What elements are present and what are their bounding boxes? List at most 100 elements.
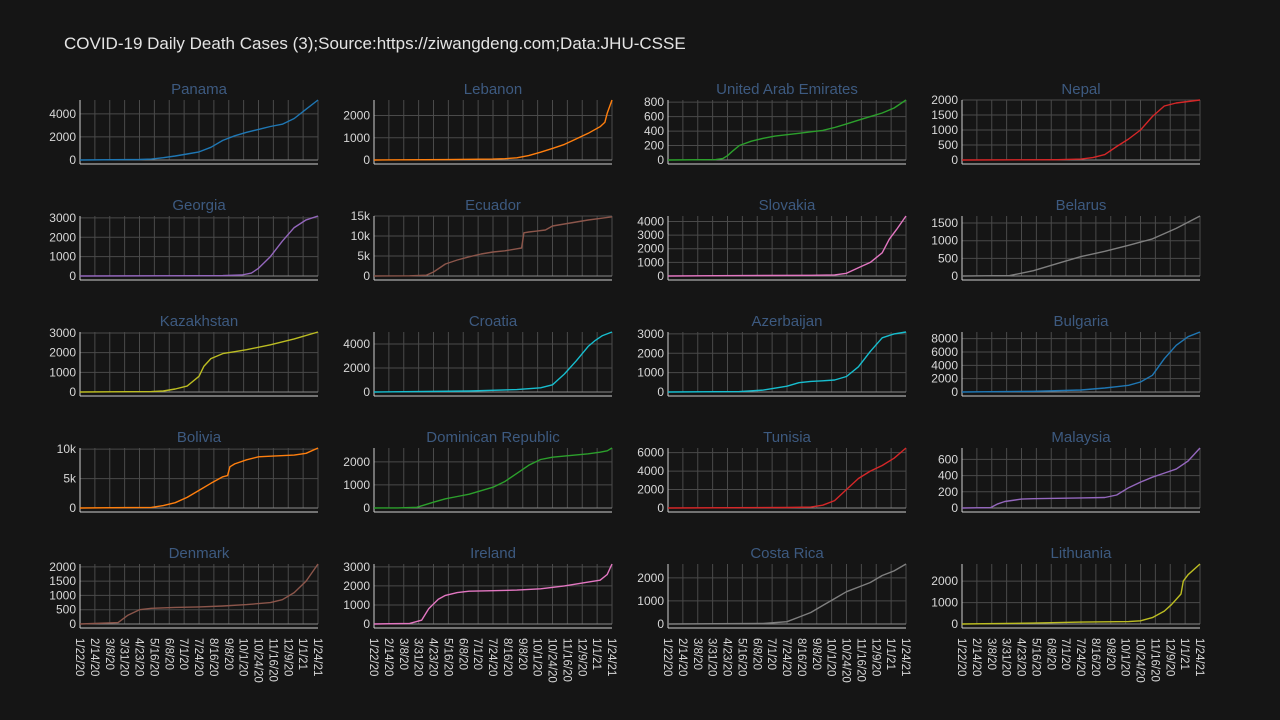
y-tick-label: 3000 (637, 228, 664, 242)
x-tick-label: 2/14/20 (970, 638, 982, 676)
y-tick-label: 5k (357, 249, 371, 263)
x-tick-label: 7/1/20 (1059, 638, 1071, 670)
y-tick-label: 0 (363, 501, 370, 515)
y-tick-label: 0 (657, 385, 664, 399)
y-tick-label: 0 (657, 617, 664, 631)
x-tick-label: 2/14/20 (88, 638, 100, 676)
y-tick-label: 2000 (343, 361, 370, 375)
series-line (79, 447, 319, 509)
y-tick-label: 3000 (49, 211, 76, 225)
x-tick-label: 3/31/20 (706, 638, 718, 676)
y-tick-label: 400 (938, 469, 958, 483)
x-tick-label: 10/24/20 (546, 638, 558, 683)
subplot-title: Costa Rica (750, 545, 824, 562)
figure-title: COVID-19 Daily Death Cases (3);Source:ht… (64, 34, 686, 53)
x-tick-label: 7/24/20 (486, 638, 498, 676)
series-line (373, 99, 613, 161)
series-line (961, 99, 1201, 161)
y-tick-label: 400 (644, 124, 664, 138)
subplot-dominican-republic: 0 1000 2000 Dominican Republic (343, 429, 613, 515)
y-tick-label: 2000 (49, 346, 76, 360)
y-tick-label: 600 (938, 452, 958, 466)
x-tick-label: 10/1/20 (1119, 638, 1131, 676)
y-tick-label: 6000 (637, 446, 664, 460)
x-tick-label: 3/8/20 (397, 638, 409, 670)
subplot-title: Georgia (172, 197, 226, 214)
y-tick-label: 4000 (931, 358, 958, 372)
y-tick-label: 0 (69, 617, 76, 631)
x-tick-label: 10/24/20 (840, 638, 852, 683)
subplot-title: Belarus (1056, 197, 1107, 214)
y-tick-label: 2000 (343, 579, 370, 593)
x-tick-label: 8/16/20 (207, 638, 219, 676)
x-tick-label: 7/24/20 (1074, 638, 1086, 676)
y-tick-label: 0 (951, 269, 958, 283)
y-tick-label: 0 (657, 153, 664, 167)
subplot-croatia: 0 2000 4000 Croatia (343, 313, 613, 399)
y-tick-label: 3000 (49, 326, 76, 340)
subplot-title: Lithuania (1051, 545, 1113, 562)
x-tick-label: 12/9/20 (869, 638, 881, 676)
subplot-malaysia: 0 200 400 600 Malaysia (938, 429, 1201, 515)
y-tick-label: 1000 (343, 478, 370, 492)
y-tick-label: 0 (363, 153, 370, 167)
y-tick-label: 1000 (49, 588, 76, 602)
x-tick-label: 7/1/20 (471, 638, 483, 670)
x-tick-label: 12/9/20 (575, 638, 587, 676)
y-tick-label: 4000 (637, 464, 664, 478)
subplot-title: Panama (171, 81, 228, 98)
y-tick-label: 1500 (931, 108, 958, 122)
y-tick-label: 0 (951, 385, 958, 399)
y-tick-label: 4000 (637, 214, 664, 228)
x-tick-label: 1/22/20 (661, 638, 673, 676)
subplot-ireland: 0 1000 2000 3000 Ireland 1/22/20 2/14/20 3/8/20… (343, 545, 617, 683)
subplot-title: Slovakia (759, 197, 816, 214)
y-tick-label: 1000 (49, 365, 76, 379)
y-tick-label: 5k (63, 472, 77, 486)
y-tick-label: 0 (363, 385, 370, 399)
x-tick-label: 12/9/20 (1163, 638, 1175, 676)
y-tick-label: 8000 (931, 332, 958, 346)
x-tick-label: 6/8/20 (162, 638, 174, 670)
y-tick-label: 2000 (343, 109, 370, 123)
x-tick-label: 8/16/20 (795, 638, 807, 676)
series-line (79, 215, 319, 277)
y-tick-label: 1500 (931, 216, 958, 230)
subplot-kazakhstan: 0 1000 2000 3000 Kazakhstan (49, 313, 319, 399)
series-line (667, 215, 907, 277)
x-tick-label: 9/8/20 (1104, 638, 1116, 670)
x-tick-label: 7/24/20 (780, 638, 792, 676)
x-tick-label: 12/9/20 (281, 638, 293, 676)
subplot-title: United Arab Emirates (716, 81, 858, 98)
y-tick-label: 800 (644, 95, 664, 109)
y-tick-label: 2000 (931, 574, 958, 588)
subplot-tunisia: 0 2000 4000 6000 Tunisia (637, 429, 907, 515)
y-tick-label: 200 (938, 485, 958, 499)
x-tick-label: 3/31/20 (412, 638, 424, 676)
y-tick-label: 2000 (49, 230, 76, 244)
series-line (79, 99, 319, 161)
x-tick-label: 1/22/20 (367, 638, 379, 676)
subplot-lithuania: 0 1000 2000 Lithuania 1/22/20 2/14/20 3/8/20 3/… (931, 545, 1205, 683)
x-tick-label: 3/31/20 (118, 638, 130, 676)
y-tick-label: 0 (657, 269, 664, 283)
y-tick-label: 4000 (49, 107, 76, 121)
x-tick-label: 1/1/21 (296, 638, 308, 670)
y-tick-label: 3000 (343, 560, 370, 574)
y-tick-label: 2000 (637, 242, 664, 256)
y-tick-label: 500 (938, 251, 958, 265)
y-tick-label: 500 (56, 603, 76, 617)
y-tick-label: 2000 (49, 130, 76, 144)
subplot-georgia: 0 1000 2000 3000 Georgia (49, 197, 319, 283)
y-tick-label: 0 (363, 617, 370, 631)
y-tick-label: 2000 (637, 346, 664, 360)
y-tick-label: 10k (57, 442, 77, 456)
x-tick-label: 8/16/20 (1089, 638, 1101, 676)
y-tick-label: 3000 (637, 327, 664, 341)
x-tick-label: 10/1/20 (825, 638, 837, 676)
subplot-title: Nepal (1061, 81, 1100, 98)
x-tick-label: 7/1/20 (177, 638, 189, 670)
x-tick-label: 4/23/20 (721, 638, 733, 676)
series-line (667, 99, 907, 161)
